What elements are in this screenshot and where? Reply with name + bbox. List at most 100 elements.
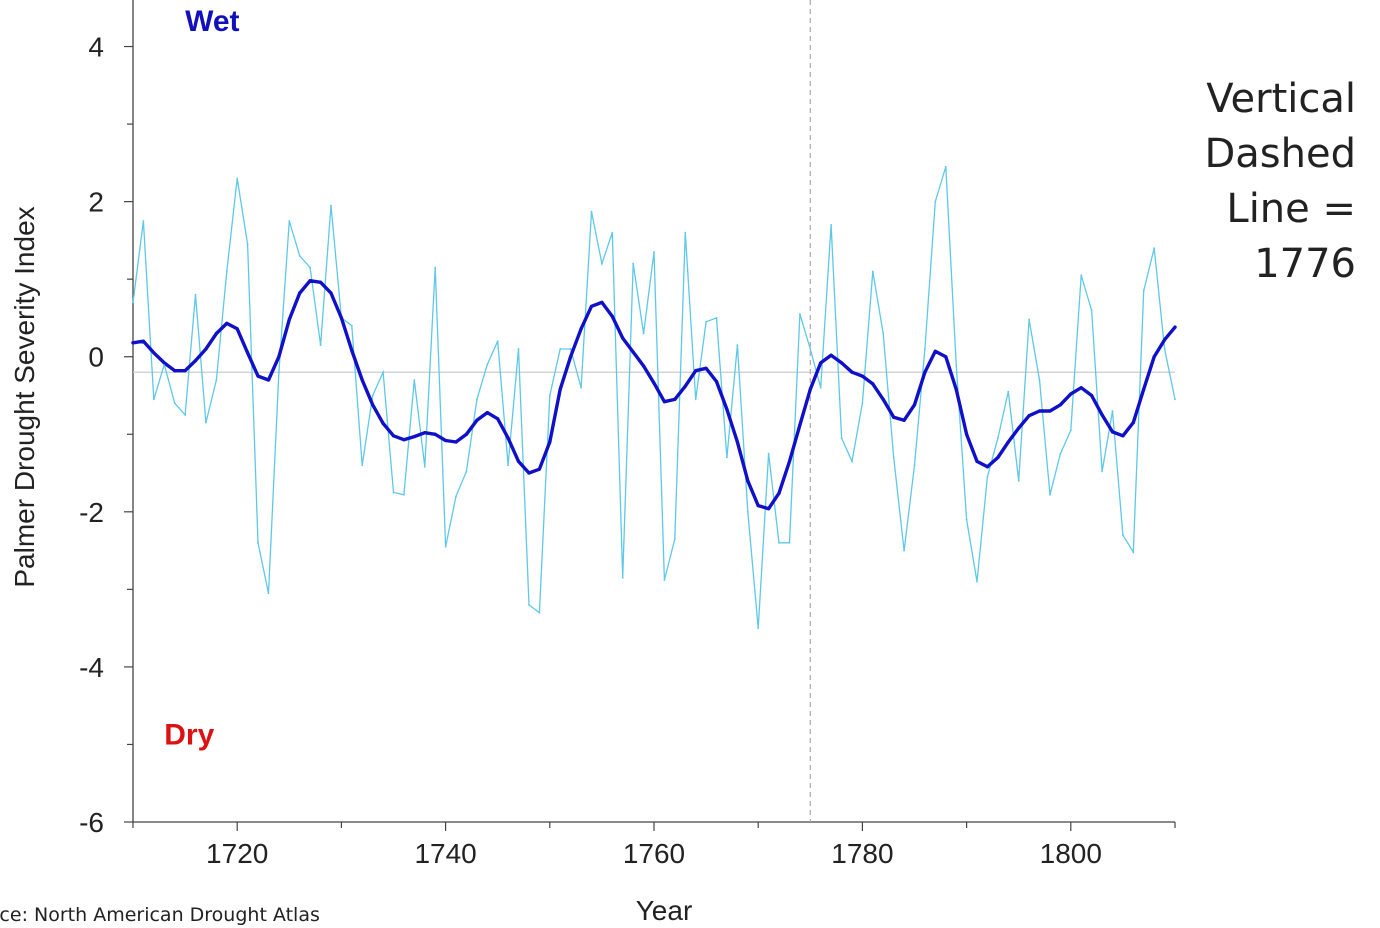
smoothed-point [1069,392,1073,396]
smoothed-point [600,300,604,305]
annual-point [903,549,905,552]
annual-point [986,476,989,478]
smoothed-point [641,364,646,368]
smoothed-point [652,381,656,385]
annual-point [1111,410,1114,412]
dashed-line-note: Vertical Dashed Line = 1776 [1116,72,1356,292]
smoothed-point [881,397,885,401]
annual-point [851,460,853,463]
smoothed-point [1090,393,1094,398]
smoothed-point [1058,403,1062,407]
annual-point [694,398,697,401]
smoothed-point [339,316,343,320]
note-line-1: Vertical [1206,76,1356,122]
smoothed-point [412,434,416,439]
smoothed-point [152,351,156,355]
annual-point [475,398,478,401]
annual-point [663,579,666,581]
annual-point [611,231,614,234]
smoothed-point [287,317,291,322]
annual-point [590,210,593,213]
annual-point [1007,390,1010,393]
smoothed-point [798,423,802,427]
smoothed-point [902,418,906,422]
smoothed-point [350,348,354,353]
annual-point [225,270,228,273]
annual-point [1069,429,1072,432]
smoothed-point [1079,386,1083,390]
smoothed-point [1048,409,1052,413]
smoothed-point [162,361,166,365]
annual-point [1122,534,1124,536]
annual-point [1142,289,1145,292]
smoothed-point [923,370,927,374]
smoothed-point [673,397,677,401]
smoothed-point [839,361,844,365]
smoothed-point [225,321,229,325]
annual-point [1038,379,1041,381]
annual-point [319,344,322,346]
annual-point [288,220,291,222]
x-tick-label: 1720 [206,838,268,869]
annual-point [569,348,572,350]
smoothed-point [1173,325,1177,329]
smoothed-series-points [131,279,1177,511]
smoothed-point [464,432,469,436]
smoothed-point [423,431,427,435]
smoothed-point [204,347,208,351]
x-axis-title: Year [636,895,693,926]
annual-series-line [132,166,1176,629]
smoothed-point [662,400,667,404]
annual-point [1153,247,1156,250]
smoothed-point [694,369,698,373]
annual-point [309,266,312,269]
smoothed-point [183,369,187,373]
smoothed-point [725,407,729,412]
annual-point [496,340,499,343]
note-line-3: Line = [1226,186,1356,232]
smoothed-point [381,421,385,426]
smoothed-point [131,341,135,345]
annual-point [924,348,926,350]
smoothed-point [965,432,969,436]
smoothed-point [819,361,823,365]
annual-point [746,510,749,513]
x-tick-label: 1780 [831,838,893,869]
smoothed-point [787,459,792,464]
annual-point [486,363,489,366]
annual-point [778,541,780,544]
annual-point [392,491,395,494]
note-line-2: Dashed [1204,131,1356,177]
annual-point [528,603,530,606]
smoothed-point [735,440,739,444]
annual-point [621,576,624,579]
annual-point [444,545,447,548]
smoothed-point [808,387,812,391]
smoothed-point [610,314,614,318]
annual-point [944,165,947,168]
annual-point [955,363,958,366]
smoothed-point [975,459,979,464]
x-tick-label: 1740 [414,838,476,869]
annual-point [215,379,218,381]
smoothed-point [756,504,760,508]
annual-point [559,348,562,350]
annual-point [1163,348,1166,350]
annual-point [371,394,374,397]
annual-point [152,398,155,401]
x-tick-label: 1800 [1040,838,1102,869]
smoothed-point [892,415,896,419]
smoothed-point [1017,426,1021,430]
smoothed-point [496,417,500,421]
smoothed-point [996,455,1000,460]
annual-point [1101,470,1103,473]
annual-point [976,580,978,583]
smoothed-point [1027,414,1031,418]
smoothed-point [631,350,635,354]
annual-point [434,266,437,269]
smoothed-point [1142,387,1146,391]
annual-point [350,324,353,327]
annual-point [507,464,510,467]
annual-point [580,386,582,389]
annual-point [736,344,739,346]
